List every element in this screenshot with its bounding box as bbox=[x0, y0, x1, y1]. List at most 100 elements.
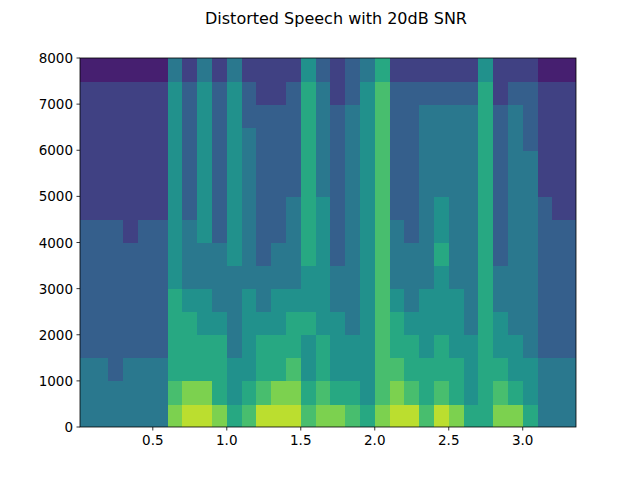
cell bbox=[108, 104, 123, 128]
cell bbox=[227, 289, 242, 313]
cell bbox=[138, 381, 153, 405]
cell bbox=[153, 243, 168, 267]
cell bbox=[523, 404, 538, 427]
cell bbox=[197, 381, 212, 405]
cell bbox=[182, 335, 197, 359]
cell bbox=[197, 104, 212, 128]
cell bbox=[434, 219, 449, 243]
cell bbox=[567, 104, 576, 128]
cell bbox=[404, 335, 419, 359]
cell bbox=[242, 381, 257, 405]
cell bbox=[212, 58, 227, 82]
x-tick-label: 2.5 bbox=[438, 432, 459, 448]
cell bbox=[375, 381, 390, 405]
cell bbox=[256, 289, 271, 313]
cell bbox=[508, 81, 523, 105]
heatmap-cells bbox=[80, 58, 576, 427]
y-tick-label: 8000 bbox=[39, 50, 73, 66]
cell bbox=[212, 266, 227, 290]
cell bbox=[123, 58, 138, 82]
cell bbox=[242, 312, 257, 336]
cell bbox=[449, 358, 464, 382]
cell bbox=[523, 219, 538, 243]
cell bbox=[478, 243, 493, 267]
cell bbox=[212, 196, 227, 220]
cell bbox=[301, 150, 316, 174]
cell bbox=[419, 312, 434, 336]
cell bbox=[153, 196, 168, 220]
cell bbox=[168, 266, 183, 290]
cell bbox=[464, 150, 479, 174]
cell bbox=[94, 104, 109, 128]
cell bbox=[345, 173, 360, 197]
y-tick-label: 1000 bbox=[39, 373, 73, 389]
cell bbox=[286, 219, 301, 243]
cell bbox=[138, 219, 153, 243]
cell bbox=[271, 289, 286, 313]
cell bbox=[567, 58, 576, 82]
cell bbox=[493, 243, 508, 267]
cell bbox=[493, 335, 508, 359]
y-tick-label: 2000 bbox=[39, 327, 73, 343]
cell bbox=[316, 219, 331, 243]
cell bbox=[123, 266, 138, 290]
cell bbox=[493, 81, 508, 105]
cell bbox=[227, 243, 242, 267]
cell bbox=[153, 404, 168, 427]
cell bbox=[493, 289, 508, 313]
cell bbox=[390, 150, 405, 174]
cell bbox=[330, 196, 345, 220]
cell bbox=[404, 266, 419, 290]
cell bbox=[493, 266, 508, 290]
cell bbox=[138, 81, 153, 105]
cell bbox=[80, 81, 94, 105]
cell bbox=[80, 266, 94, 290]
cell bbox=[567, 404, 576, 427]
cell bbox=[478, 150, 493, 174]
cell bbox=[360, 266, 375, 290]
cell bbox=[138, 104, 153, 128]
cell bbox=[360, 219, 375, 243]
cell bbox=[227, 127, 242, 151]
cell bbox=[212, 289, 227, 313]
cell bbox=[286, 266, 301, 290]
cell bbox=[345, 58, 360, 82]
background bbox=[0, 0, 640, 480]
cell bbox=[227, 381, 242, 405]
cell bbox=[242, 81, 257, 105]
cell bbox=[256, 381, 271, 405]
cell bbox=[360, 81, 375, 105]
y-tick bbox=[77, 58, 81, 59]
cell bbox=[390, 173, 405, 197]
cell bbox=[256, 335, 271, 359]
cell bbox=[271, 173, 286, 197]
cell bbox=[493, 312, 508, 336]
cell bbox=[301, 289, 316, 313]
cell bbox=[94, 404, 109, 427]
cell bbox=[523, 173, 538, 197]
cell bbox=[94, 358, 109, 382]
cell bbox=[182, 381, 197, 405]
cell bbox=[552, 127, 567, 151]
cell bbox=[108, 196, 123, 220]
cell bbox=[478, 312, 493, 336]
cell bbox=[227, 150, 242, 174]
cell bbox=[271, 196, 286, 220]
cell bbox=[316, 358, 331, 382]
cell bbox=[94, 312, 109, 336]
cell bbox=[493, 196, 508, 220]
cell bbox=[212, 127, 227, 151]
cell bbox=[242, 266, 257, 290]
cell bbox=[523, 127, 538, 151]
cell bbox=[375, 150, 390, 174]
cell bbox=[419, 266, 434, 290]
y-tick bbox=[77, 334, 81, 335]
cell bbox=[419, 81, 434, 105]
cell bbox=[168, 58, 183, 82]
cell bbox=[301, 358, 316, 382]
cell bbox=[404, 173, 419, 197]
cell bbox=[168, 127, 183, 151]
cell bbox=[227, 335, 242, 359]
y-tick bbox=[77, 380, 81, 381]
cell bbox=[449, 127, 464, 151]
